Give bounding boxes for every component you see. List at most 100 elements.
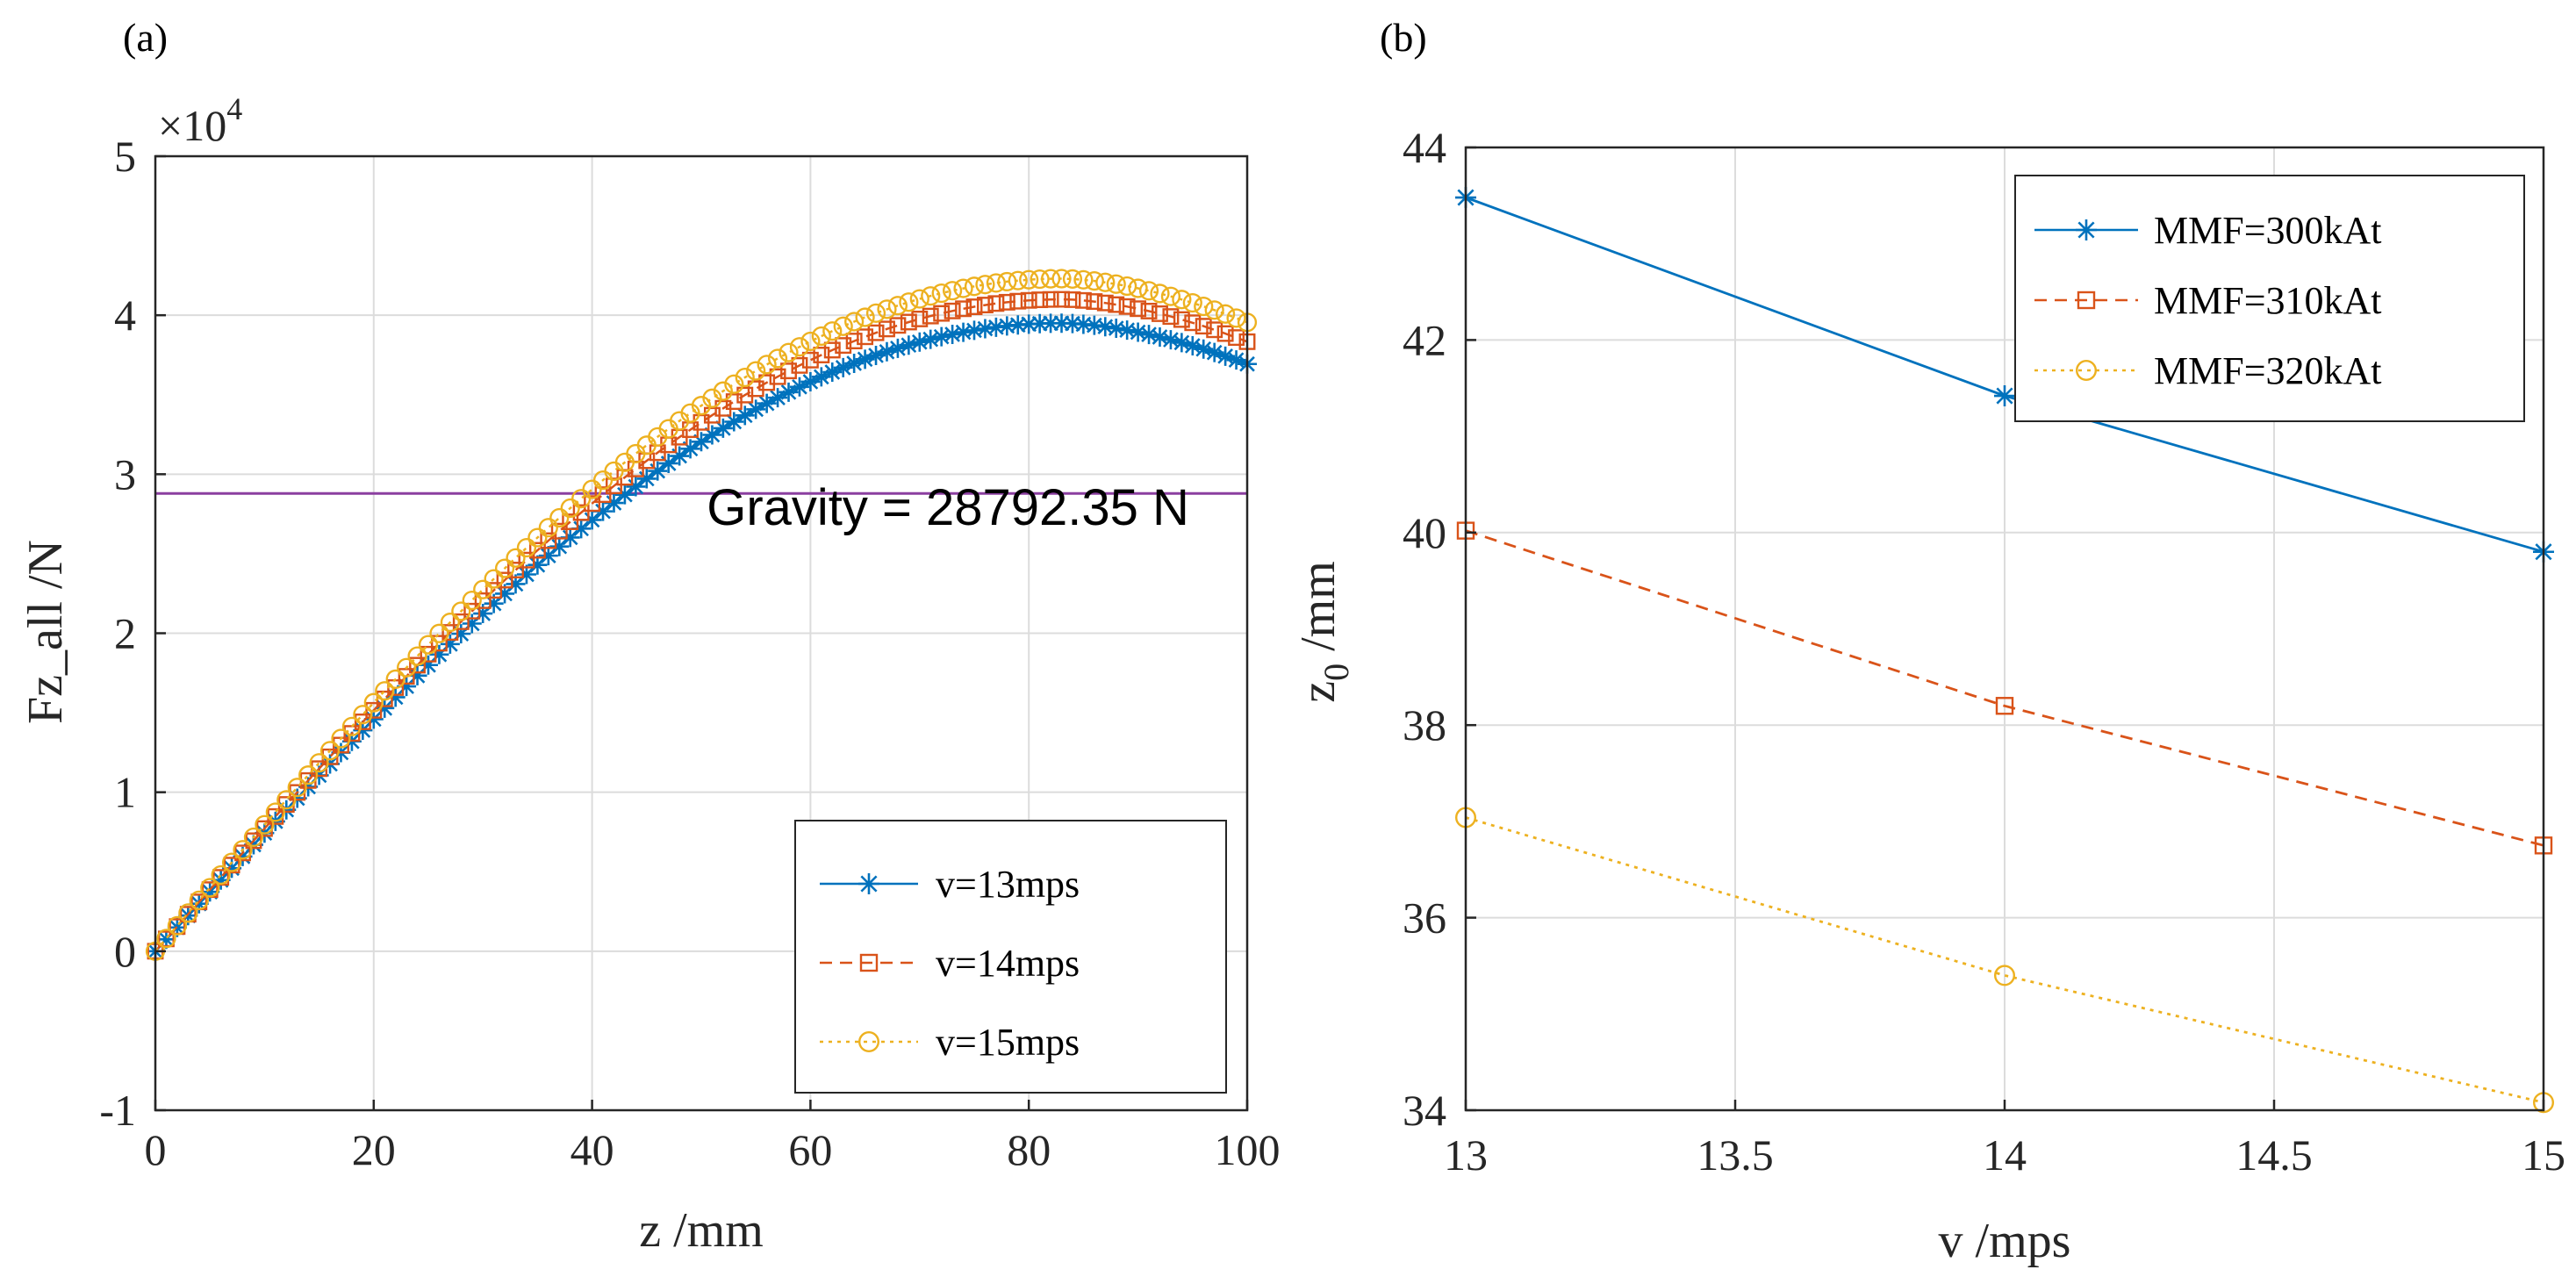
data-point bbox=[614, 484, 635, 505]
data-point bbox=[1042, 291, 1059, 308]
data-point bbox=[363, 709, 384, 729]
data-point bbox=[997, 316, 1017, 336]
data-point bbox=[1086, 293, 1103, 311]
legend-marker bbox=[859, 953, 879, 972]
data-point bbox=[178, 903, 198, 923]
legend-label: v=14mps bbox=[936, 942, 1080, 985]
data-point bbox=[451, 624, 471, 644]
data-point bbox=[276, 800, 297, 820]
legend-marker bbox=[2077, 291, 2096, 310]
data-point bbox=[1019, 269, 1039, 290]
data-point bbox=[1160, 330, 1180, 350]
data-point bbox=[757, 355, 777, 375]
tick-y-label: 1 bbox=[114, 768, 136, 817]
data-point bbox=[1150, 327, 1170, 348]
legend-item: v=15mps bbox=[820, 1021, 1080, 1064]
data-point bbox=[943, 281, 963, 301]
data-point bbox=[440, 612, 460, 633]
data-point bbox=[474, 592, 492, 609]
chart-b-xlabel: v /mps bbox=[1939, 1214, 2071, 1268]
tick-y-label: 38 bbox=[1403, 700, 1446, 750]
data-point bbox=[507, 562, 524, 578]
data-point bbox=[801, 351, 819, 369]
data-point bbox=[909, 332, 929, 352]
exponent-base: ×10 bbox=[158, 101, 226, 150]
data-point bbox=[757, 393, 777, 413]
data-point bbox=[222, 858, 242, 879]
data-point bbox=[429, 623, 449, 643]
data-point bbox=[287, 778, 307, 798]
data-point bbox=[1128, 278, 1148, 298]
legend-label: MMF=320kAt bbox=[2154, 349, 2382, 392]
data-point bbox=[560, 527, 580, 548]
chart-b-series bbox=[1454, 187, 2554, 1114]
data-point bbox=[156, 929, 176, 949]
tick-x-label: 20 bbox=[352, 1125, 396, 1174]
data-point bbox=[354, 714, 371, 730]
legend-marker bbox=[2076, 219, 2097, 240]
data-point bbox=[211, 864, 231, 886]
data-point bbox=[746, 361, 766, 381]
data-point bbox=[1184, 314, 1202, 332]
data-point bbox=[1084, 271, 1104, 291]
data-point bbox=[375, 698, 395, 718]
data-point bbox=[965, 320, 984, 341]
panel-a-label: (a) bbox=[123, 15, 168, 60]
chart-a: Gravity = 28792.35 N 0 20 40 60 80 100-101234… bbox=[18, 91, 1281, 1258]
data-point bbox=[779, 342, 799, 362]
data-point bbox=[1140, 303, 1158, 319]
data-point bbox=[506, 548, 526, 568]
data-point bbox=[582, 510, 602, 530]
data-point bbox=[1130, 300, 1147, 318]
data-point bbox=[835, 337, 852, 355]
data-point bbox=[211, 870, 231, 890]
data-point bbox=[867, 324, 885, 341]
data-point bbox=[965, 298, 983, 315]
legend-label: MMF=310kAt bbox=[2154, 279, 2382, 322]
tick-x-label: 100 bbox=[1215, 1125, 1281, 1174]
data-point bbox=[833, 357, 853, 377]
data-point bbox=[584, 495, 601, 513]
data-point bbox=[909, 289, 929, 309]
data-point bbox=[931, 326, 951, 347]
data-point bbox=[309, 753, 329, 773]
data-point bbox=[407, 646, 427, 666]
data-point bbox=[451, 601, 471, 621]
data-point bbox=[1053, 291, 1070, 308]
exponent-power: 4 bbox=[226, 91, 242, 126]
tick-y-label: 3 bbox=[114, 449, 136, 499]
data-point bbox=[811, 367, 831, 387]
data-point bbox=[353, 705, 373, 725]
data-point bbox=[518, 551, 535, 569]
data-point bbox=[287, 788, 307, 808]
tick-y-label: 2 bbox=[114, 609, 136, 658]
data-point bbox=[363, 692, 384, 713]
chart-b-legend: MMF=300kAt MMF=310kAt MMF=320kAt bbox=[2014, 175, 2525, 422]
data-point bbox=[157, 930, 175, 948]
data-point bbox=[998, 293, 1015, 311]
data-point bbox=[265, 802, 285, 822]
tick-y-label: 40 bbox=[1403, 508, 1446, 557]
data-point bbox=[1084, 315, 1104, 335]
data-point bbox=[1117, 320, 1137, 341]
data-point bbox=[506, 574, 526, 594]
data-point bbox=[877, 341, 897, 362]
data-point bbox=[473, 579, 493, 599]
data-point bbox=[845, 333, 863, 350]
series-line bbox=[1465, 816, 2544, 1104]
tick-x-label: 13 bbox=[1444, 1130, 1488, 1180]
data-point bbox=[233, 846, 253, 866]
legend-box bbox=[2014, 175, 2525, 422]
data-point bbox=[484, 593, 504, 613]
data-point bbox=[931, 283, 951, 304]
data-point bbox=[1106, 319, 1126, 339]
data-point bbox=[255, 814, 275, 835]
data-point bbox=[779, 382, 799, 402]
data-point bbox=[385, 687, 405, 707]
data-point bbox=[899, 335, 919, 355]
data-point bbox=[562, 513, 579, 530]
data-point bbox=[800, 331, 821, 352]
data-point bbox=[975, 275, 995, 295]
data-point bbox=[221, 852, 242, 872]
